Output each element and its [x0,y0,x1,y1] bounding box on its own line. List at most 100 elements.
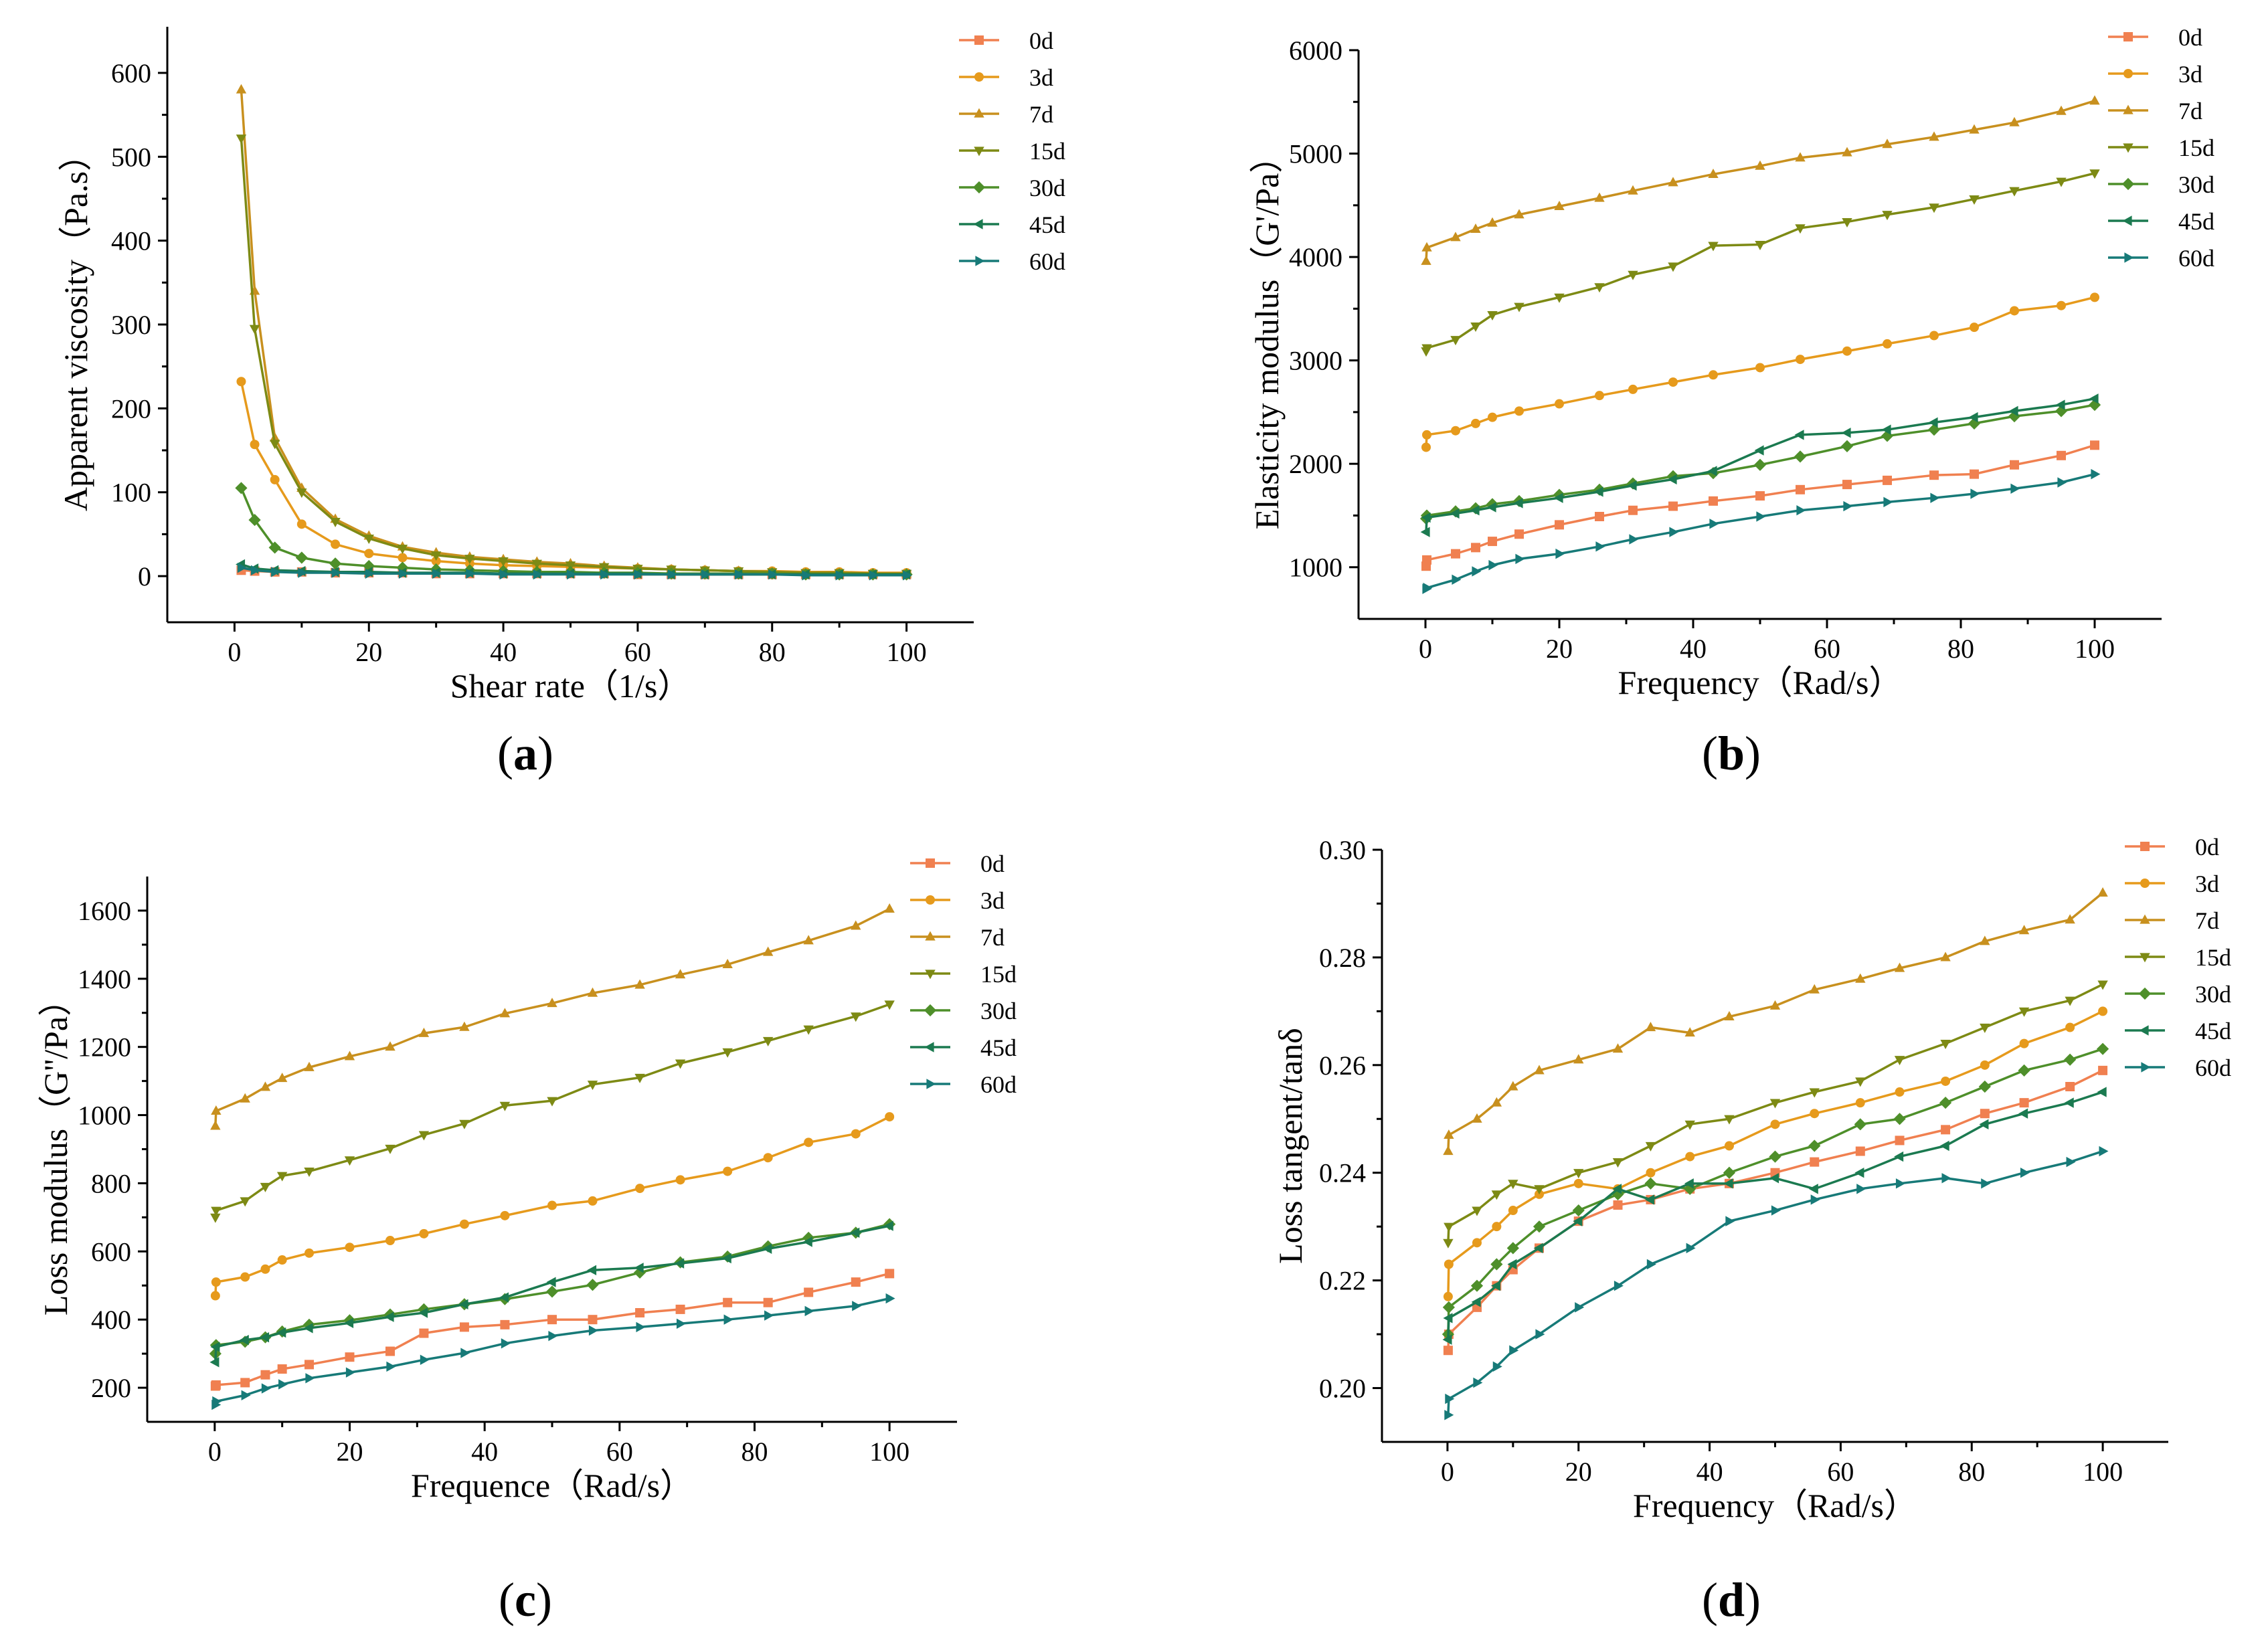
data-point-60d [1796,505,1806,516]
data-point-3d [851,1129,861,1139]
y-tick-label: 600 [111,58,151,88]
series-7d [236,84,912,577]
data-point-3d [1595,391,1604,401]
data-point-60d [764,1310,774,1321]
data-point-0d [1929,470,1939,480]
data-point-0d [1514,529,1524,539]
data-point-60d [1930,492,1940,503]
data-point-15d [304,1168,315,1178]
legend: 0d 3d 7d 15d 30d 45d 60d [959,27,1065,275]
data-point-3d [345,1243,355,1253]
data-point-15d [803,1025,814,1035]
data-point-60d [802,570,812,581]
data-point-15d [884,1000,895,1010]
data-point-60d [1509,1345,1519,1356]
legend-label-60d: 60d [2195,1054,2231,1081]
x-tick-label: 40 [1696,1457,1723,1487]
data-point-3d [1471,418,1480,428]
data-point-0d [260,1370,270,1380]
x-tick-label: 0 [1419,634,1432,664]
data-point-45d [499,1292,509,1303]
data-point-30d [1533,1220,1546,1233]
series-15d [1443,980,2108,1249]
data-point-7d [722,959,733,969]
data-point-7d [587,987,598,997]
data-point-15d [1444,1222,1454,1232]
data-point-30d [2008,409,2021,423]
data-point-15d [1554,293,1565,303]
legend-label-15d: 15d [980,961,1017,988]
panel-label-b-letter: b [1717,727,1745,780]
data-point-7d [2018,925,2030,935]
y-tick-label: 1600 [78,896,131,926]
data-point-45d [1573,1216,1583,1226]
data-point-3d [1422,430,1431,440]
data-point-15d [851,1012,861,1022]
data-point-7d [634,979,645,989]
data-point-3d [500,1210,510,1220]
y-tick-label: 600 [91,1236,131,1267]
data-point-0d [1895,1135,1905,1145]
y-tick-label: 2000 [1289,449,1342,479]
data-point-15d [1882,211,1893,221]
legend-marker-30d [2121,177,2135,191]
data-point-60d [2010,483,2020,494]
data-point-60d [1444,1410,1454,1420]
data-point-15d [587,1081,598,1091]
data-point-15d [1684,1120,1695,1130]
data-point-45d [1533,1243,1543,1254]
data-point-0d [2090,440,2099,450]
data-point-15d [762,1036,774,1046]
series-0d [1421,440,2099,571]
legend-label-30d: 30d [980,998,1017,1024]
data-point-60d [365,568,375,579]
data-point-30d [1794,450,1807,463]
data-point-3d [1796,355,1805,365]
data-point-45d [260,1332,270,1343]
data-point-15d [269,440,280,450]
legend-label-0d: 0d [1029,27,1053,54]
legend-label-7d: 7d [2178,98,2202,124]
data-point-15d [1594,283,1605,293]
data-point-3d [211,1277,221,1287]
y-tick-label: 100 [111,478,151,508]
data-point-60d [261,1383,271,1394]
data-point-7d [385,1041,396,1051]
data-point-45d [1421,512,1431,523]
data-point-60d [1970,488,1980,499]
data-point-30d [1854,1118,1866,1131]
data-point-3d [1668,377,1678,387]
data-point-7d [1882,139,1893,149]
data-point-7d [236,84,247,94]
data-point-45d [344,1317,354,1328]
data-point-30d [2018,1064,2030,1077]
data-point-15d [1612,1158,1624,1168]
data-point-7d [1594,192,1605,202]
legend-label-30d: 30d [2178,171,2214,198]
data-point-60d [432,568,442,579]
data-point-15d [1573,1169,1584,1179]
data-point-7d [547,998,557,1008]
series-60d [237,562,912,581]
data-point-15d [363,535,374,545]
x-axis-title: Frequence（Rad/s） [411,1467,693,1504]
y-tick-label: 1000 [78,1101,131,1131]
data-point-0d [851,1277,861,1287]
data-point-15d [276,1172,288,1182]
data-point-15d [464,555,475,565]
data-point-60d [1492,1361,1502,1372]
data-point-60d [1445,1393,1455,1404]
data-point-15d [722,1048,733,1058]
legend-label-45d: 45d [980,1034,1017,1061]
data-point-60d [501,1338,511,1349]
data-point-45d [1420,527,1430,537]
data-point-15d [1491,1190,1502,1200]
data-point-3d [1883,339,1892,349]
data-point-45d [1684,1178,1694,1189]
data-point-3d [723,1166,733,1176]
data-point-60d [676,1318,686,1329]
data-point-3d [364,549,374,559]
x-tick-label: 100 [2083,1457,2123,1487]
data-point-15d [2056,177,2067,187]
legend-label-15d: 15d [2178,134,2214,161]
